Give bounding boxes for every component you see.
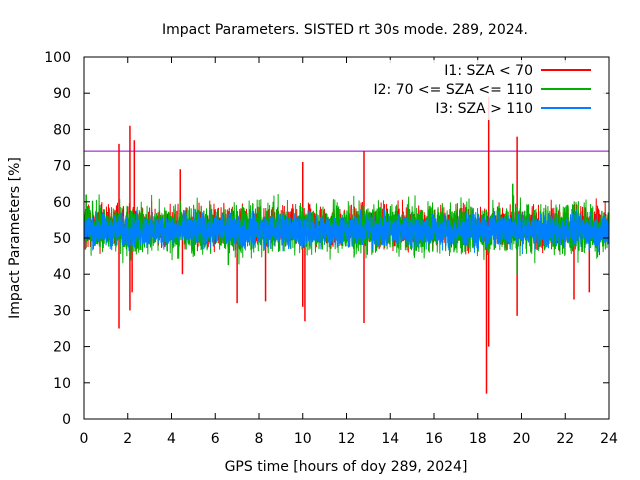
legend-label-i1: I1: SZA < 70 [444,63,533,79]
y-axis-label: Impact Parameters [%] [7,157,23,319]
x-axis-label: GPS time [hours of doy 289, 2024] [225,459,468,475]
x-axis: 0 2 4 6 8 10 12 14 16 18 20 22 24 [80,57,618,447]
y-tick-label: 40 [53,267,71,283]
x-tick-label: 24 [600,431,618,447]
x-tick-label: 22 [556,431,574,447]
y-tick-label: 70 [53,159,71,175]
legend-label-i2: I2: 70 <= SZA <= 110 [373,82,533,98]
y-tick-label: 0 [62,412,71,428]
y-tick-label: 50 [53,231,71,247]
y-tick-label: 30 [53,303,71,319]
x-tick-label: 20 [513,431,531,447]
x-tick-label: 12 [338,431,356,447]
y-tick-label: 80 [53,122,71,138]
x-tick-label: 4 [167,431,176,447]
y-tick-label: 90 [53,86,71,102]
legend-label-i3: I3: SZA > 110 [435,101,533,117]
x-tick-label: 10 [294,431,312,447]
x-tick-label: 14 [381,431,399,447]
series-line-3 [83,208,610,255]
y-tick-label: 10 [53,376,71,392]
y-tick-label: 60 [53,195,71,211]
x-tick-label: 18 [469,431,487,447]
x-tick-label: 2 [123,431,132,447]
plot-data [83,96,610,394]
x-tick-label: 8 [255,431,264,447]
y-tick-label: 100 [44,50,71,66]
y-axis: 0 10 20 30 40 50 60 70 80 90 100 [44,50,609,428]
chart-title: Impact Parameters. SISTED rt 30s mode. 2… [162,22,528,38]
series-3 [83,208,610,255]
x-tick-label: 6 [211,431,220,447]
x-tick-label: 0 [80,431,89,447]
y-tick-label: 20 [53,340,71,356]
x-tick-label: 16 [425,431,443,447]
legend: I1: SZA < 70 I2: 70 <= SZA <= 110 I3: SZ… [372,60,606,120]
